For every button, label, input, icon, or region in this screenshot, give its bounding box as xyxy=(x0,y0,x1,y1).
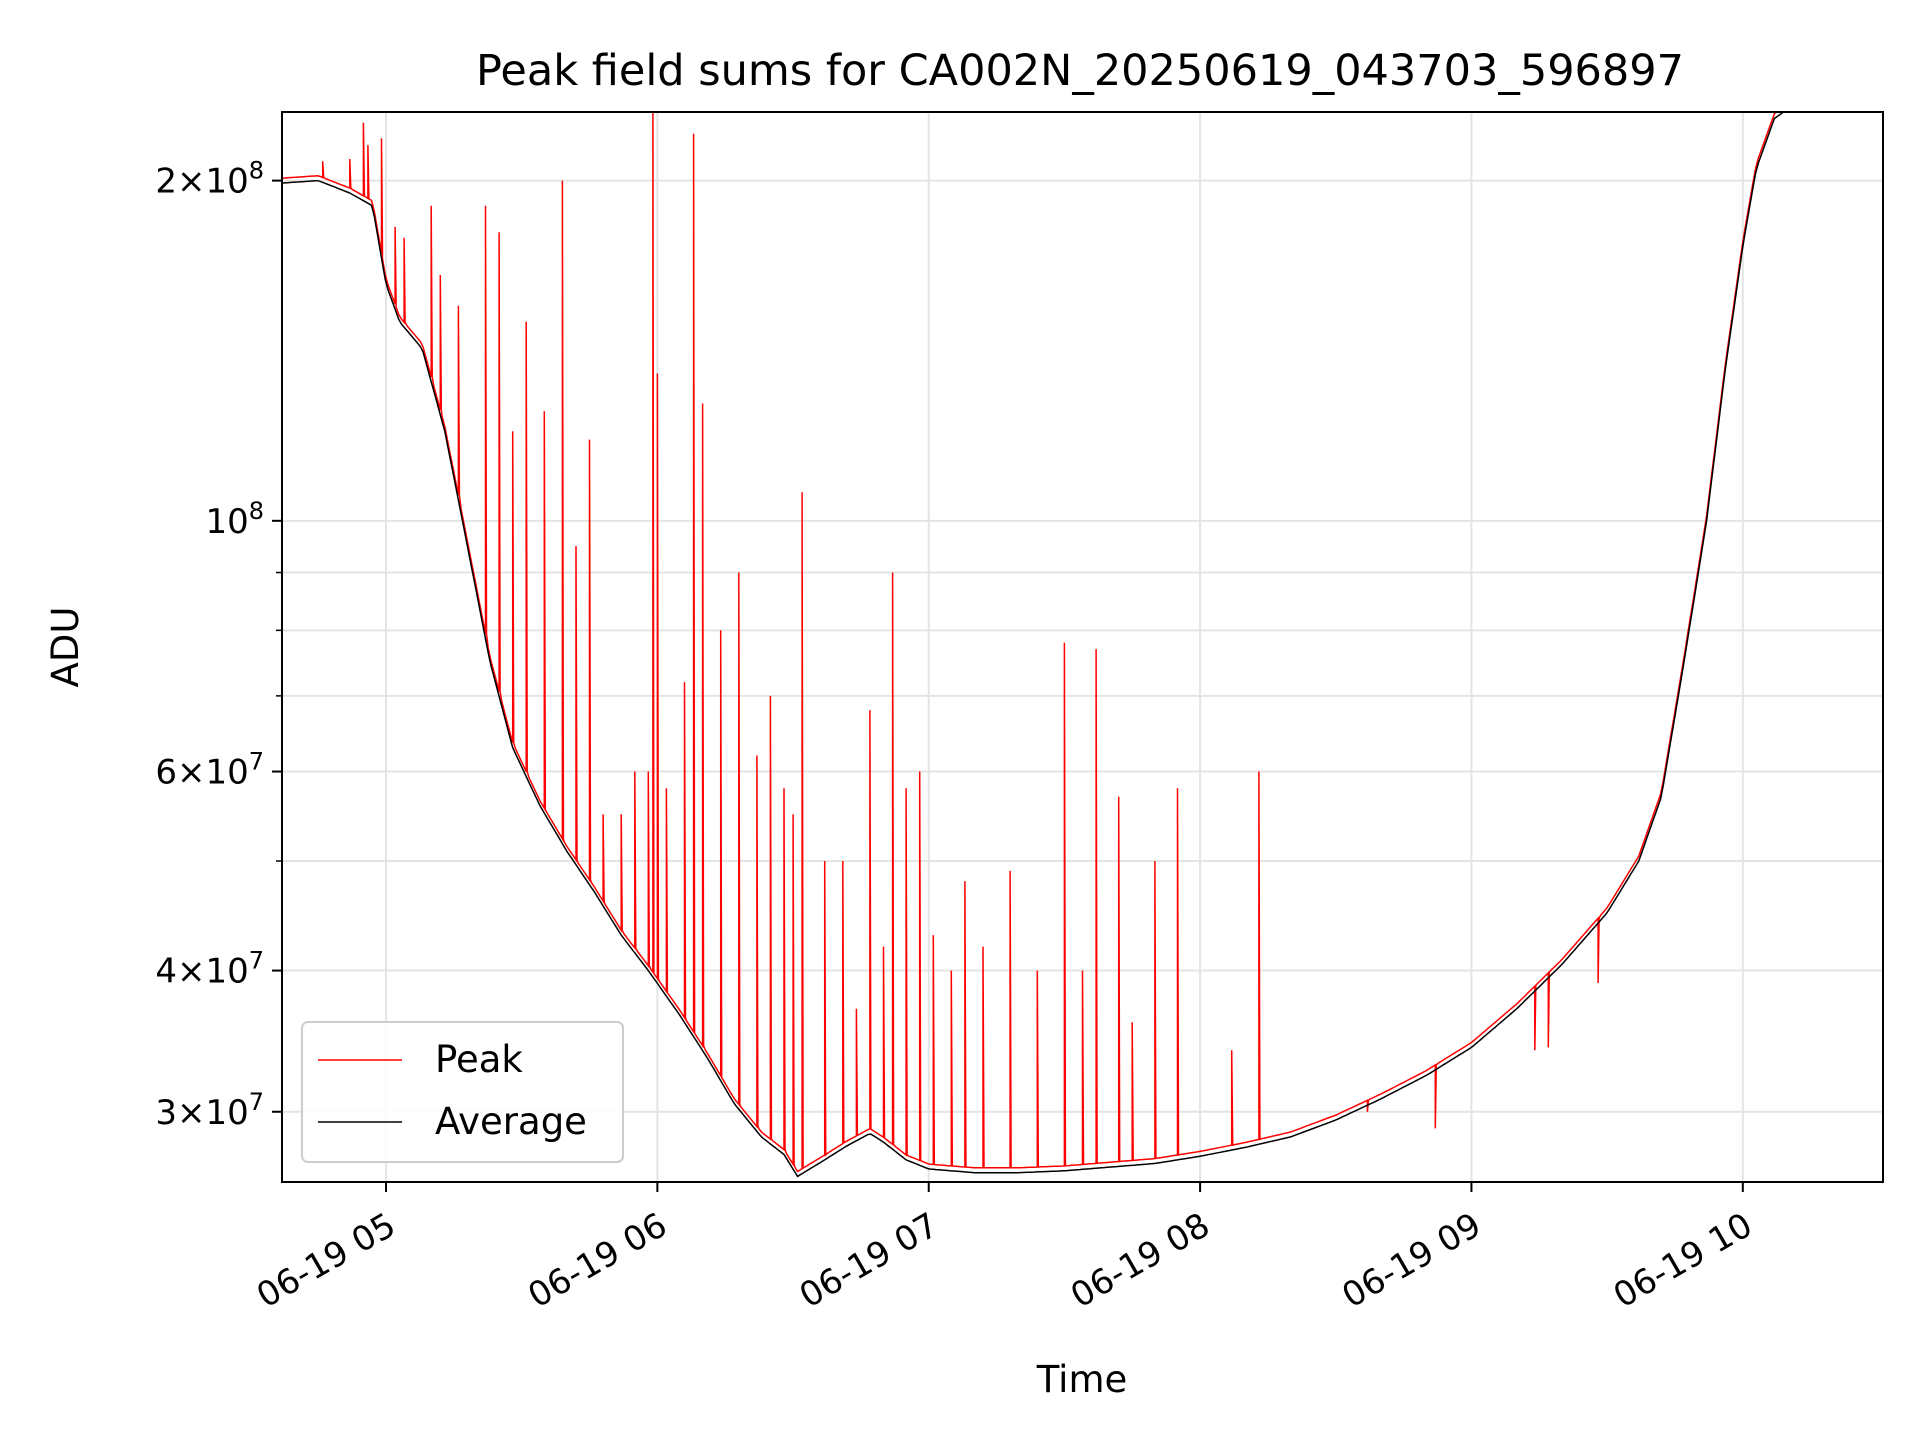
series-peak-line xyxy=(282,112,1778,1173)
legend: Peak Average xyxy=(301,1021,624,1163)
y-tick-label: 3×107 xyxy=(155,1088,264,1133)
chart-title: Peak field sums for CA002N_20250619_0437… xyxy=(476,46,1684,96)
y-axis: 2×108 108 6×107 4×107 3×107 xyxy=(155,157,282,1133)
legend-label-peak: Peak xyxy=(435,1038,523,1081)
series-average-line xyxy=(282,112,1784,1178)
legend-box xyxy=(301,1021,624,1163)
y-tick-label: 6×107 xyxy=(155,748,264,793)
x-axis-label: Time xyxy=(1036,1358,1128,1401)
legend-label-average: Average xyxy=(435,1100,587,1143)
y-tick-label: 108 xyxy=(205,497,264,542)
y-tick-label: 4×107 xyxy=(155,947,264,992)
y-tick-label: 2×108 xyxy=(155,157,264,202)
y-axis-label: ADU xyxy=(44,607,87,688)
plot-frame xyxy=(281,111,1884,1183)
plot-series xyxy=(282,112,1784,1178)
